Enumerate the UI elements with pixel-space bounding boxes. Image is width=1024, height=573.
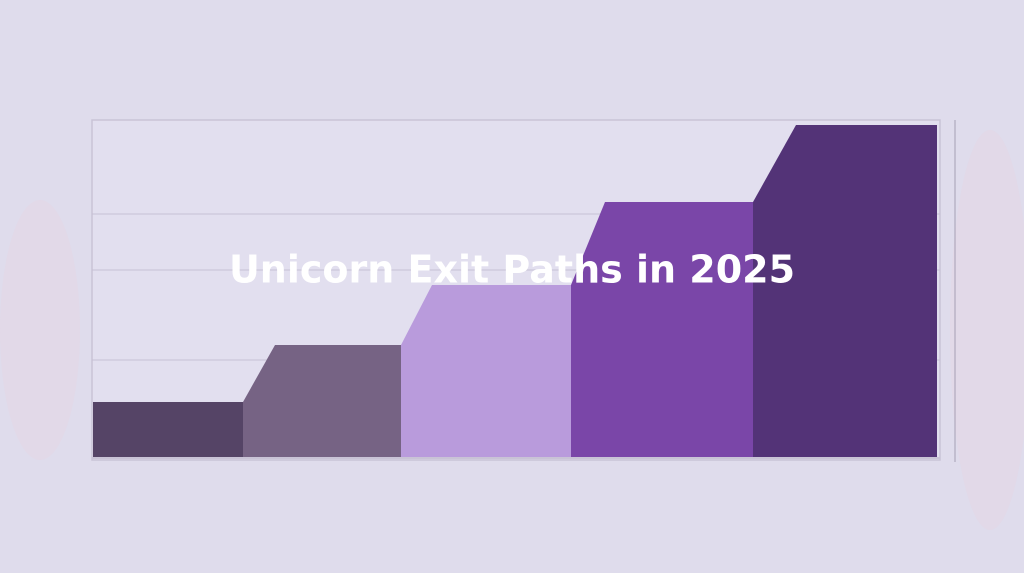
title: Unicorn Exit Paths in 2025 — [229, 248, 795, 292]
step — [401, 285, 571, 458]
step — [753, 125, 937, 458]
step — [243, 345, 401, 458]
step — [571, 202, 753, 458]
decor-blob — [0, 200, 80, 460]
step — [93, 402, 243, 458]
decor-blob — [950, 130, 1024, 530]
